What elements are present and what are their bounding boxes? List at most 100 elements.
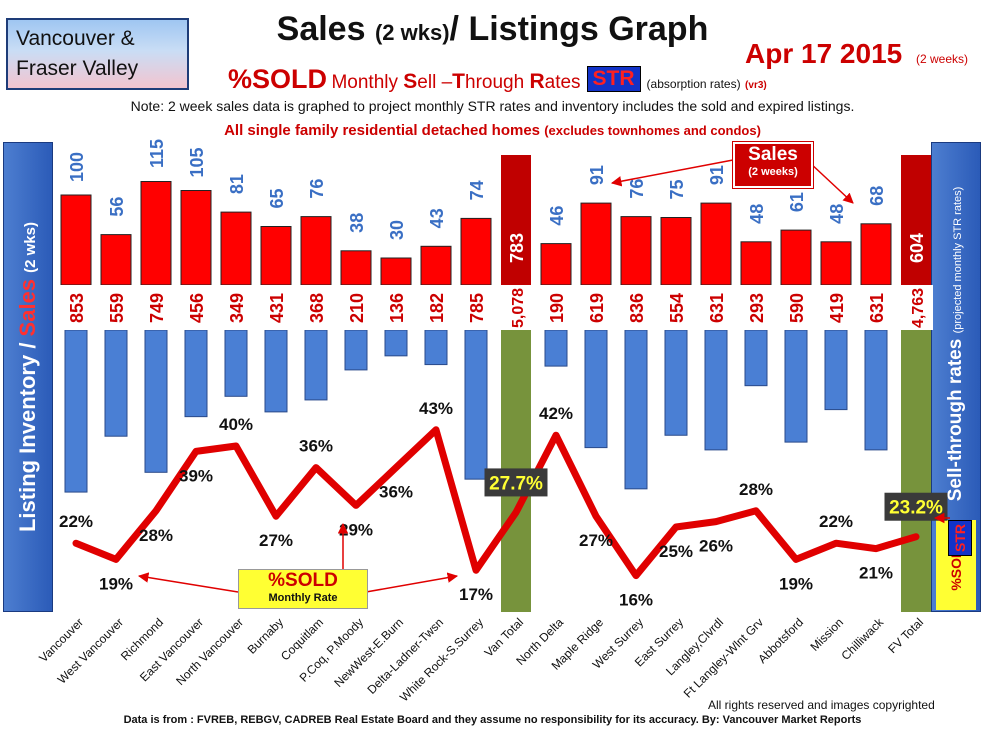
sales-bar: [620, 216, 652, 286]
listings-bar: [144, 329, 168, 473]
sales-value-label: 105: [187, 147, 207, 177]
sales-value-label: 783: [507, 233, 527, 263]
inventory-value-label: 785: [467, 293, 487, 323]
subtitle-hrough: hrough: [465, 72, 530, 93]
sales-bar: [540, 243, 572, 286]
inventory-value-label: 456: [187, 293, 207, 323]
sales-bar: [460, 217, 492, 286]
sales-bar: [660, 217, 692, 286]
category-label: NewWest-E.Burn: [331, 615, 406, 690]
inventory-value-label: 190: [547, 293, 567, 323]
listings-bar: [184, 329, 208, 418]
category-label: Mission: [807, 615, 846, 654]
rate-label: 36%: [379, 483, 413, 502]
sales-bar: [260, 226, 292, 286]
listings-bar: [824, 329, 848, 411]
chart-note: Note: 2 week sales data is graphed to pr…: [130, 98, 855, 114]
inventory-label-bg: [739, 285, 773, 330]
inventory-value-label: 349: [227, 293, 247, 323]
total-listings-bar: [901, 330, 931, 612]
footer-source: Data is from : FVREB, REBGV, CADREB Real…: [123, 714, 862, 726]
rate-label: 36%: [299, 437, 333, 456]
sold-callout-sub: Monthly Rate: [268, 592, 338, 604]
listings-bar: [264, 329, 288, 413]
inventory-label-bg: [699, 285, 733, 330]
sales-value-label: 68: [867, 186, 887, 206]
rate-label: 19%: [99, 574, 133, 593]
sales-value-label: 75: [667, 179, 687, 199]
inventory-value-label: 853: [67, 293, 87, 323]
total-sales-bar: [901, 155, 931, 285]
str-mini-badge: STR: [948, 520, 972, 556]
inventory-label-bg: [459, 285, 493, 330]
inventory-label-bg: [419, 285, 453, 330]
sales-bar: [700, 202, 732, 286]
listings-bar: [624, 329, 648, 490]
inventory-label-bg: [299, 285, 333, 330]
listings-bar: [104, 329, 128, 437]
title-rest: / Listings Graph: [449, 10, 709, 48]
listings-bar: [384, 329, 408, 357]
sales-bar: [340, 250, 372, 286]
rate-label: 39%: [179, 466, 213, 485]
listings-bar: [304, 329, 328, 401]
str-badge: STR: [586, 66, 641, 92]
sold-callout-title: %SOLD: [268, 570, 338, 591]
listings-bar: [64, 329, 88, 493]
subtitle-s: S: [403, 70, 418, 93]
subtitle-monthly: Monthly: [331, 72, 398, 93]
footer-rights: All rights reserved and images copyright…: [708, 698, 935, 712]
title-paren: (2 wks): [374, 20, 450, 45]
region-line2: Fraser Valley: [16, 57, 139, 80]
inventory-value-label: 836: [627, 293, 647, 323]
inventory-value-label: 590: [787, 293, 807, 323]
rate-label: 40%: [219, 415, 253, 434]
rate-label: 27%: [579, 531, 613, 550]
sales-value-label: 61: [787, 192, 807, 212]
inventory-label-bg: [499, 285, 533, 330]
listings-bar: [544, 329, 568, 367]
sales-value-label: 65: [267, 188, 287, 208]
sales-value-label: 76: [307, 179, 327, 199]
desc-main: All single family residential detached h…: [224, 122, 541, 139]
listings-bar: [464, 329, 488, 480]
inventory-label-bg: [659, 285, 693, 330]
listings-bar: [864, 329, 888, 451]
sales-value-label: 48: [747, 204, 767, 224]
left-axis-panel: Listing Inventory / Sales (2 wks): [3, 142, 53, 612]
category-label: Delta-Ladner-Twsn: [365, 615, 447, 697]
total-sales-bar: [501, 155, 531, 285]
rate-label: 22%: [59, 512, 93, 531]
rate-label: 29%: [339, 520, 373, 539]
listings-bar: [224, 329, 248, 397]
inventory-value-label: 210: [347, 293, 367, 323]
listings-bar: [344, 329, 368, 371]
subtitle-r: R: [529, 70, 545, 93]
rate-label: 28%: [139, 526, 173, 545]
inventory-label-bg: [899, 285, 933, 330]
inventory-label-bg: [819, 285, 853, 330]
inventory-label-bg: [219, 285, 253, 330]
inventory-value-label: 631: [707, 293, 727, 323]
inventory-label-bg: [59, 285, 93, 330]
subtitle-dash: –: [441, 72, 453, 93]
inventory-label-bg: [339, 285, 373, 330]
sales-value-label: 81: [227, 174, 247, 194]
inventory-label-bg: [619, 285, 653, 330]
inventory-value-label: 619: [587, 293, 607, 323]
region-line1: Vancouver &: [16, 27, 135, 50]
sales-bar: [300, 216, 332, 286]
inventory-value-label: 559: [107, 293, 127, 323]
rate-label: 26%: [699, 537, 733, 556]
category-label: Chilliwack: [839, 615, 887, 663]
sales-value-label: 76: [627, 179, 647, 199]
rate-label: 21%: [859, 564, 893, 583]
sold-callout: %SOLD Monthly Rate: [238, 569, 368, 609]
sales-bar: [580, 202, 612, 286]
desc-paren: (excludes townhomes and condos): [544, 123, 761, 138]
subtitle-ates: ates: [544, 72, 581, 93]
inventory-value-label: 136: [387, 293, 407, 323]
listings-bar: [784, 329, 808, 443]
